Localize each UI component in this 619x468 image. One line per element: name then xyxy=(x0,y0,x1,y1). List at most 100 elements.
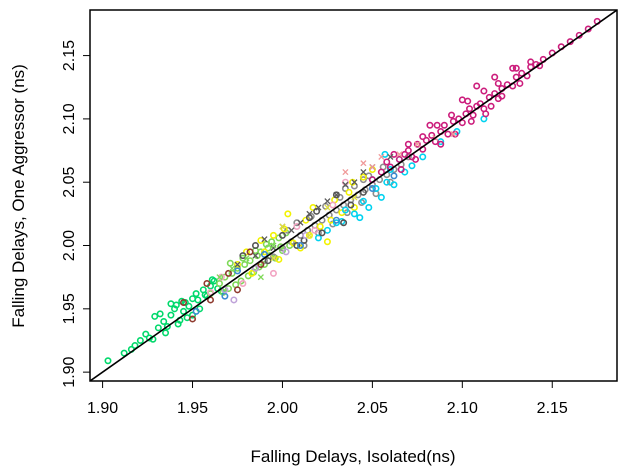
data-point xyxy=(241,261,249,269)
data-point xyxy=(381,150,389,158)
data-point xyxy=(242,248,250,256)
data-point xyxy=(458,96,466,104)
y-tick-label: 1.95 xyxy=(61,293,78,324)
data-point xyxy=(293,223,301,231)
cross-stroke xyxy=(378,153,385,160)
data-point xyxy=(516,79,524,87)
cross-point xyxy=(450,131,457,138)
data-point xyxy=(142,330,150,338)
data-point xyxy=(233,264,241,272)
cross-point xyxy=(306,232,313,239)
cross-point xyxy=(306,210,313,217)
data-point xyxy=(412,155,420,163)
y-tick-label: 2.10 xyxy=(61,103,78,134)
cross-point xyxy=(378,153,385,160)
data-point xyxy=(309,204,317,212)
cross-point xyxy=(414,141,421,148)
cross-point xyxy=(270,255,277,262)
cross-stroke xyxy=(261,236,268,243)
cross-stroke xyxy=(288,227,295,234)
data-point xyxy=(104,357,112,365)
cross-stroke xyxy=(396,151,403,158)
data-point xyxy=(246,257,254,265)
cross-stroke xyxy=(342,181,349,188)
data-point xyxy=(239,252,247,260)
cross-point xyxy=(369,163,376,171)
cross-stroke xyxy=(257,274,264,281)
cross-stroke xyxy=(450,131,457,138)
data-point xyxy=(458,119,466,127)
y-axis: 1.90 1.95 2.00 2.05 2.10 2.15 xyxy=(61,40,90,388)
data-point xyxy=(509,64,517,72)
data-point xyxy=(323,238,331,246)
data-point xyxy=(350,210,358,218)
cross-stroke xyxy=(369,163,376,171)
data-point xyxy=(311,226,319,234)
y-tick-label: 2.00 xyxy=(61,230,78,261)
data-point xyxy=(151,312,159,320)
data-point xyxy=(180,307,188,315)
y-tick-label: 2.05 xyxy=(61,167,78,198)
data-point xyxy=(160,317,168,325)
cross-point xyxy=(261,236,268,243)
data-point xyxy=(467,117,475,125)
data-point xyxy=(194,296,202,304)
data-point xyxy=(154,324,162,332)
data-point xyxy=(296,242,304,250)
data-point xyxy=(390,172,398,180)
data-point xyxy=(233,261,241,269)
data-point xyxy=(305,231,313,239)
data-point xyxy=(340,219,348,227)
data-point xyxy=(341,206,349,214)
data-point xyxy=(293,242,301,250)
data-point xyxy=(491,73,499,81)
data-point xyxy=(251,242,259,250)
data-point xyxy=(482,110,490,118)
data-point xyxy=(248,269,256,277)
data-point xyxy=(233,286,241,294)
data-point xyxy=(448,111,456,119)
cross-stroke xyxy=(270,242,277,249)
cross-stroke xyxy=(297,219,304,226)
cross-stroke xyxy=(306,210,313,217)
cross-stroke xyxy=(229,265,236,272)
data-point xyxy=(208,276,216,284)
data-point xyxy=(444,130,452,138)
data-point xyxy=(494,79,502,87)
cross-point xyxy=(342,181,349,188)
data-point xyxy=(428,131,436,139)
data-point xyxy=(498,92,506,100)
data-point xyxy=(347,201,355,209)
cross-stroke xyxy=(342,169,349,176)
data-point xyxy=(136,336,144,344)
data-point xyxy=(487,102,495,110)
data-point xyxy=(174,320,182,328)
cross-stroke xyxy=(387,153,394,160)
data-point xyxy=(221,292,229,300)
cross-stroke xyxy=(351,179,358,186)
data-point xyxy=(203,280,211,288)
cross-point xyxy=(257,274,264,281)
cross-point xyxy=(252,252,259,259)
cross-point xyxy=(234,261,241,268)
data-point xyxy=(359,197,367,205)
data-point xyxy=(251,264,259,272)
cross-stroke xyxy=(351,194,358,201)
cross-point xyxy=(333,191,340,198)
data-point xyxy=(377,168,385,176)
data-point xyxy=(345,188,353,196)
data-point xyxy=(257,261,265,269)
cross-stroke xyxy=(252,252,259,259)
data-point xyxy=(359,176,367,184)
data-point xyxy=(419,153,427,161)
data-point xyxy=(269,231,277,239)
data-point xyxy=(440,121,448,129)
data-point xyxy=(469,111,477,119)
data-point xyxy=(316,223,324,231)
cross-point xyxy=(216,274,223,281)
data-point xyxy=(341,185,349,193)
data-point xyxy=(332,216,340,224)
cross-point xyxy=(315,204,322,211)
data-point xyxy=(260,250,268,258)
